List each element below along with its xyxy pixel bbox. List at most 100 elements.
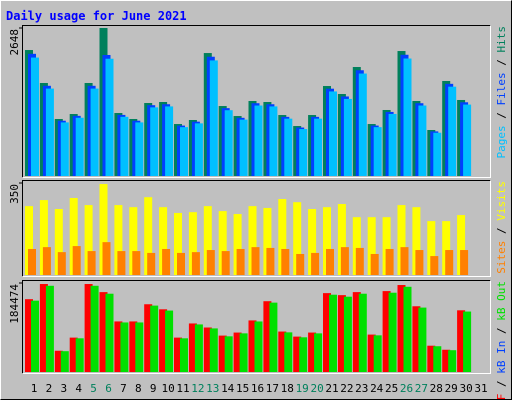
bar <box>87 251 96 275</box>
bar <box>120 322 129 372</box>
bar <box>358 293 367 372</box>
x-tick-label: 27 <box>415 382 428 395</box>
bar <box>269 302 278 372</box>
x-tick-label: 3 <box>60 382 67 395</box>
bar <box>102 242 111 275</box>
panel-border-dark <box>22 180 491 277</box>
bar <box>296 253 305 275</box>
bar <box>400 247 409 275</box>
bar <box>457 215 466 275</box>
bar <box>382 291 391 372</box>
x-tick-label: 7 <box>120 382 127 395</box>
bar <box>448 86 457 176</box>
bar <box>385 248 394 275</box>
bar <box>263 301 272 372</box>
bar <box>412 306 421 372</box>
bar <box>84 284 93 372</box>
bar <box>403 286 412 372</box>
bar <box>388 292 397 372</box>
bar <box>254 321 263 372</box>
bar <box>397 285 406 372</box>
bar <box>54 209 63 275</box>
bar <box>248 320 257 372</box>
x-tick-label: 18 <box>281 382 294 395</box>
bar <box>129 321 138 372</box>
bar <box>165 310 174 372</box>
panel-border-light <box>22 180 491 277</box>
bar <box>239 333 248 372</box>
bar <box>28 248 36 275</box>
bar <box>180 127 188 176</box>
x-tick-label: 4 <box>75 382 82 395</box>
bar <box>60 351 69 372</box>
bar <box>343 296 352 372</box>
bar <box>308 209 317 275</box>
bar <box>337 204 346 275</box>
bar <box>54 350 63 372</box>
x-tick-label: 13 <box>206 382 219 395</box>
bar <box>254 105 263 176</box>
x-tick-label: 5 <box>90 382 97 395</box>
bar <box>337 295 346 372</box>
bar <box>433 132 442 176</box>
legend-entry: kB F <box>495 394 508 400</box>
x-tick-label: 25 <box>385 382 398 395</box>
bar <box>278 199 287 275</box>
bar <box>117 251 126 275</box>
bar <box>135 122 144 176</box>
bar <box>203 206 212 275</box>
bar <box>165 106 174 176</box>
legend: Pages / Files / Hits <box>495 26 508 159</box>
bar <box>329 91 337 176</box>
bar <box>57 252 66 275</box>
x-tick-label: 31 <box>474 382 487 395</box>
bar <box>90 88 99 176</box>
legend-entry: Sites <box>495 241 508 274</box>
bar <box>233 332 242 372</box>
bar <box>388 113 397 176</box>
bar <box>221 251 230 275</box>
bar <box>460 250 469 275</box>
bar <box>403 58 412 176</box>
legend-entry: Pages <box>495 125 508 158</box>
bar <box>281 248 290 275</box>
x-tick-label: 2 <box>46 382 53 395</box>
bar <box>263 207 272 275</box>
bar <box>418 307 427 372</box>
bar <box>206 250 215 275</box>
panel-border-light <box>22 280 491 374</box>
bar <box>159 309 168 372</box>
bar <box>352 292 361 372</box>
bar <box>39 200 48 275</box>
bar <box>326 248 334 275</box>
bar <box>188 323 197 372</box>
x-tick-label: 10 <box>161 382 174 395</box>
bar <box>343 98 352 176</box>
bar <box>174 212 182 275</box>
bar <box>445 250 454 275</box>
bar <box>120 116 129 176</box>
x-tick-label: 20 <box>310 382 323 395</box>
bar <box>314 333 323 372</box>
x-tick-label: 23 <box>355 382 368 395</box>
bar <box>75 117 84 176</box>
x-tick-label: 15 <box>236 382 249 395</box>
bar <box>323 293 331 372</box>
legend: kB F / kB In / kB Out <box>495 281 508 400</box>
bar <box>433 346 442 372</box>
bar <box>284 332 293 372</box>
panel-border-dark <box>22 25 491 178</box>
bar <box>31 300 39 372</box>
legend-separator: / <box>495 221 508 241</box>
bar <box>239 119 248 176</box>
bar <box>236 248 245 275</box>
x-tick-label: 21 <box>325 382 338 395</box>
bar <box>233 214 242 275</box>
bar <box>135 322 144 372</box>
bar <box>415 250 424 275</box>
bar <box>162 248 171 275</box>
bar <box>397 205 406 275</box>
x-tick-label: 24 <box>370 382 384 395</box>
bar <box>463 311 472 372</box>
bar <box>144 304 153 372</box>
